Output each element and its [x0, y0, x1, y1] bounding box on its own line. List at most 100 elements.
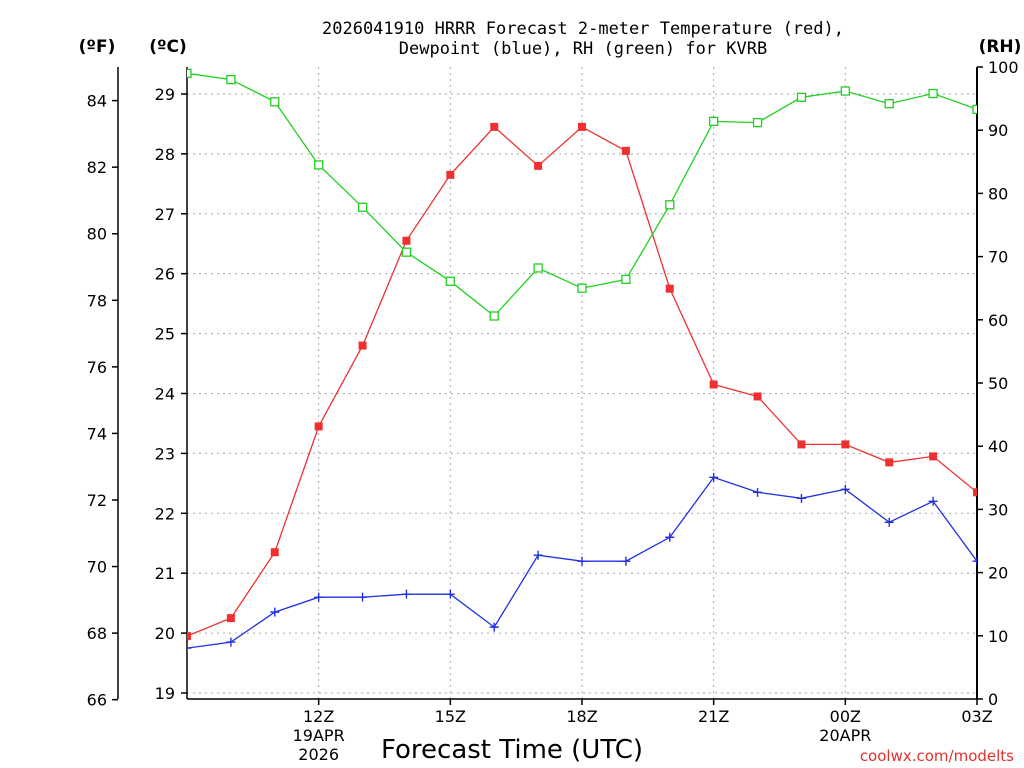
- rh-point: [840, 86, 850, 96]
- fahrenheit-tick-label: 76: [87, 358, 107, 377]
- celsius-tick-label: 21: [155, 564, 175, 583]
- x-tick-label: 18Z: [566, 707, 597, 726]
- temperature-point: [929, 452, 938, 461]
- fahrenheit-tick-label: 80: [87, 225, 107, 244]
- x-tick-label: 15Z: [435, 707, 466, 726]
- rh-tick-label: 30: [988, 500, 1008, 519]
- rh-tick-label: 40: [988, 437, 1008, 456]
- temperature-point: [973, 488, 977, 497]
- dewpoint-point: [621, 556, 631, 566]
- x-axis-label: Forecast Time (UTC): [381, 735, 643, 765]
- rh-point: [709, 116, 719, 127]
- rh-point: [270, 97, 280, 107]
- fahrenheit-tick-label: 72: [87, 491, 107, 510]
- temperature-point: [490, 122, 499, 131]
- dewpoint-point: [314, 592, 324, 602]
- temperature-point: [885, 458, 894, 467]
- celsius-tick-label: 28: [155, 145, 175, 164]
- temperature-point: [665, 284, 674, 293]
- rh-point: [357, 202, 368, 212]
- rh-tick-label: 0: [988, 690, 998, 709]
- celsius-tick-label: 19: [155, 684, 175, 703]
- temperature-point: [226, 614, 235, 623]
- x-tick-year: 2026: [298, 745, 339, 764]
- rh-unit-label: (RH): [979, 37, 1022, 57]
- rh-point: [665, 200, 675, 210]
- celsius-tick-label: 20: [155, 624, 175, 643]
- rh-tick-label: 90: [988, 121, 1008, 140]
- fahrenheit-tick-label: 84: [87, 92, 107, 111]
- fahrenheit-tick-label: 82: [87, 158, 107, 177]
- dewpoint-point: [884, 517, 894, 527]
- dewpoint-point: [226, 637, 236, 647]
- dewpoint-point: [972, 556, 977, 566]
- temperature-point: [797, 440, 806, 449]
- rh-point: [884, 99, 894, 109]
- temperature-point: [621, 146, 630, 155]
- chart-title-line-1: 2026041910 HRRR Forecast 2-meter Tempera…: [322, 19, 844, 39]
- credit-link[interactable]: coolwx.com/modelts: [860, 747, 1014, 765]
- dewpoint-point: [401, 589, 411, 599]
- temperature-point: [358, 341, 367, 350]
- data-series: [187, 68, 977, 653]
- fahrenheit-tick-label: 78: [87, 291, 107, 310]
- temperature-point: [534, 161, 543, 170]
- dewpoint-point: [709, 472, 719, 482]
- x-tick-label: 21Z: [698, 707, 729, 726]
- rh-point: [226, 74, 236, 85]
- rh-point: [928, 88, 938, 99]
- celsius-tick-label: 29: [155, 85, 175, 104]
- temperature-point: [841, 440, 850, 449]
- x-tick-label: 12Z: [303, 707, 334, 726]
- celsius-unit-label: (ºC): [149, 37, 187, 57]
- celsius-tick-label: 26: [155, 265, 175, 284]
- rh-point: [972, 104, 977, 114]
- dewpoint-point: [753, 487, 763, 497]
- fahrenheit-tick-label: 66: [87, 691, 107, 710]
- temperature-point: [446, 170, 455, 179]
- x-tick-label: 03Z: [961, 707, 992, 726]
- temperature-point: [709, 380, 718, 389]
- rh-tick-label: 60: [988, 311, 1008, 330]
- temperature-point: [402, 236, 411, 245]
- rh-point: [796, 92, 807, 102]
- celsius-tick-label: 23: [155, 444, 175, 463]
- dewpoint-point: [445, 589, 455, 599]
- celsius-tick-label: 24: [155, 384, 175, 403]
- dewpoint-point: [928, 496, 938, 506]
- dewpoint-point: [187, 643, 192, 653]
- rh-point: [577, 283, 587, 293]
- temperature-point: [187, 632, 191, 641]
- rh-tick-label: 20: [988, 564, 1008, 583]
- rh-point: [401, 247, 412, 257]
- temperature-point: [270, 548, 279, 557]
- celsius-tick-label: 27: [155, 205, 175, 224]
- rh-tick-label: 10: [988, 627, 1008, 646]
- temperature-point: [578, 122, 586, 131]
- rh-point: [314, 160, 324, 170]
- celsius-tick-label: 22: [155, 504, 175, 523]
- x-tick-date: 19APR: [293, 726, 345, 745]
- dewpoint-point: [840, 484, 850, 494]
- rh-tick-label: 100: [988, 58, 1019, 77]
- rh-point: [533, 263, 543, 273]
- temperature-point: [753, 392, 762, 401]
- rh-point: [445, 276, 455, 286]
- fahrenheit-tick-label: 70: [87, 558, 107, 577]
- fahrenheit-tick-label: 74: [87, 424, 107, 443]
- rh-point: [489, 311, 499, 321]
- celsius-tick-label: 25: [155, 325, 175, 344]
- dewpoint-point: [577, 556, 587, 566]
- rh-point: [752, 117, 763, 128]
- chart-title-line-2: Dewpoint (blue), RH (green) for KVRB: [399, 39, 767, 59]
- dewpoint-point: [796, 493, 806, 503]
- rh-tick-label: 70: [988, 248, 1008, 267]
- dewpoint-point: [665, 532, 675, 542]
- rh-tick-label: 80: [988, 184, 1008, 203]
- dewpoint-point: [358, 592, 368, 602]
- rh-point: [187, 68, 192, 78]
- dewpoint-point: [533, 550, 543, 560]
- dewpoint-point: [489, 622, 499, 632]
